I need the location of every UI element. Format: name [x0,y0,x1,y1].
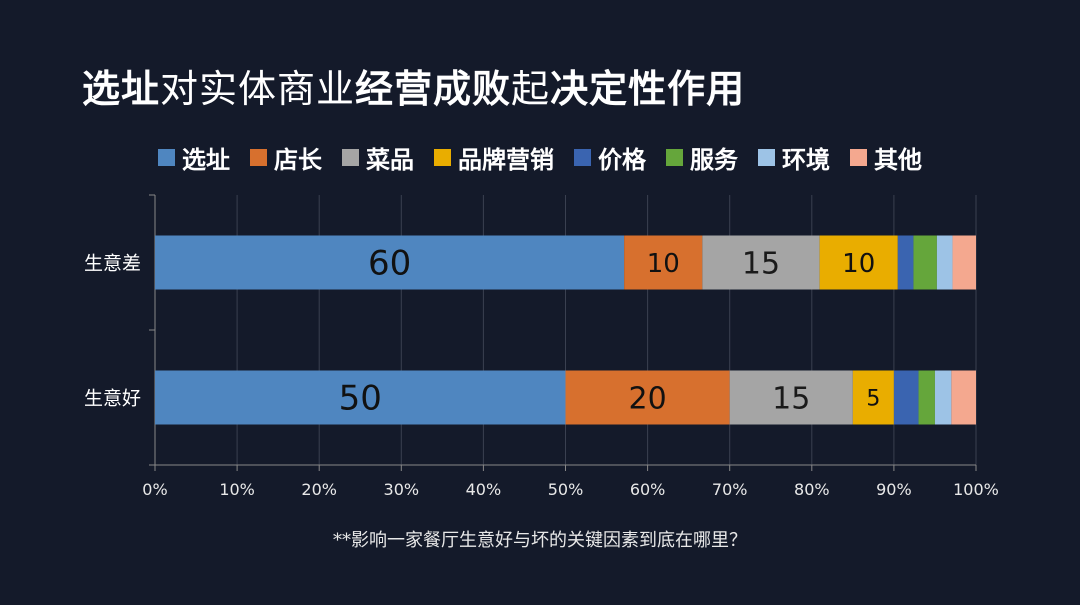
legend-item: 其他 [850,140,922,175]
legend-swatch [574,149,591,166]
legend-label: 其他 [874,146,922,174]
bar-segment [918,370,935,425]
bar-segment [819,235,898,290]
bar-segment [936,235,953,290]
legend-item: 品牌营销 [434,140,554,175]
x-tick-label: 20% [301,480,337,499]
title-part: 对实体商业 [160,67,356,111]
bar-segment [155,235,625,290]
chart-title: 选址对实体商业经营成败起决定性作用 [82,58,745,113]
legend-label: 价格 [598,146,646,174]
bar-segment [852,370,894,425]
legend-swatch [758,149,775,166]
legend-item: 环境 [758,140,830,175]
legend-item: 服务 [666,140,738,175]
legend-item: 菜品 [342,140,414,175]
bar-segment [729,370,853,425]
bar-segment [893,370,919,425]
bar-segment [934,370,952,425]
x-tick-label: 100% [953,480,999,499]
footnote: **影响一家餐厅生意好与坏的关键因素到底在哪里？ [333,530,747,551]
legend-swatch [666,149,683,166]
legend-label: 品牌营销 [458,146,554,174]
legend-swatch [250,149,267,166]
title-part: 决定性作用 [550,67,746,111]
data-label: 20 [629,381,667,416]
legend-swatch [434,149,451,166]
legend-swatch [850,149,867,166]
bar-segment [702,235,820,290]
bar-segment [155,370,566,425]
x-tick-label: 10% [219,480,255,499]
bar-segment [565,370,730,425]
legend-label: 菜品 [366,146,414,174]
bar-segment [897,235,914,290]
title-part: 经营成败 [355,67,512,111]
legend: 选址 店长 菜品 品牌营销 价格 服务 环境 其他 [158,140,922,175]
x-tick-label: 80% [794,480,830,499]
data-label: 50 [339,379,382,419]
legend-label: 选址 [182,146,230,174]
data-label: 15 [742,246,780,281]
title-part: 选址 [82,67,161,111]
x-tick-label: 90% [876,480,912,499]
legend-swatch [342,149,359,166]
data-label: 10 [842,249,875,279]
legend-swatch [158,149,175,166]
bar-segment [951,370,976,425]
legend-label: 环境 [782,146,830,174]
bar-segment [624,235,703,290]
legend-label: 店长 [274,146,322,174]
bar-segment [952,235,976,290]
legend-label: 服务 [690,146,738,174]
legend-item: 店长 [250,140,322,175]
data-label: 10 [647,249,680,279]
legend-item: 选址 [158,140,230,175]
x-tick-label: 70% [712,480,748,499]
x-tick-label: 60% [630,480,666,499]
data-label: 60 [368,244,411,284]
data-label: 5 [866,386,880,411]
bar-segment [913,235,937,290]
category-label: 生意差 [84,253,141,275]
category-label: 生意好 [84,388,141,410]
x-tick-label: 30% [384,480,420,499]
x-tick-label: 40% [466,480,502,499]
data-label: 15 [772,381,810,416]
legend-item: 价格 [574,140,646,175]
x-tick-label: 50% [548,480,584,499]
title-part: 起 [511,67,551,111]
x-tick-label: 0% [142,480,167,499]
